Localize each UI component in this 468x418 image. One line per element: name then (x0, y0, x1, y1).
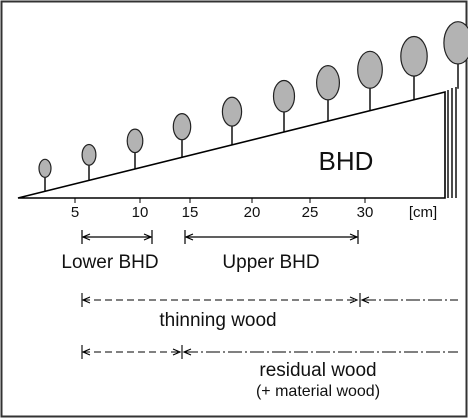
bhd-wedge (17, 90, 446, 199)
tree-crown (38, 158, 52, 178)
axis-unit: [cm] (409, 204, 437, 221)
tick-label: 15 (182, 204, 199, 221)
tree-crown (126, 128, 144, 154)
lower-bhd-label: Lower BHD (61, 252, 158, 273)
trees (38, 21, 468, 192)
tree-crown (400, 35, 428, 77)
tree-crown (316, 65, 341, 101)
tick-label: 25 (302, 204, 319, 221)
tree-crown (172, 112, 192, 141)
tree-crown (443, 21, 468, 65)
range-arrows (81, 230, 359, 244)
tick-label: 20 (244, 204, 261, 221)
residual-wood-note: (+ material wood) (256, 383, 380, 400)
assortment-lines (81, 293, 458, 359)
tick-label: 5 (71, 204, 79, 221)
tree-crown (81, 143, 97, 166)
axis-ticks: 5 10 15 20 25 30 (71, 198, 374, 221)
tick-label: 30 (357, 204, 374, 221)
thinning-wood-label: thinning wood (159, 310, 276, 331)
tree-crown (357, 50, 383, 89)
slope-label: BHD (319, 146, 374, 176)
residual-wood-label: residual wood (259, 360, 376, 381)
right-bars (447, 87, 457, 198)
tick-label: 10 (132, 204, 149, 221)
tree-crown (272, 79, 296, 113)
upper-bhd-label: Upper BHD (222, 252, 319, 273)
tree-crown (221, 96, 243, 127)
